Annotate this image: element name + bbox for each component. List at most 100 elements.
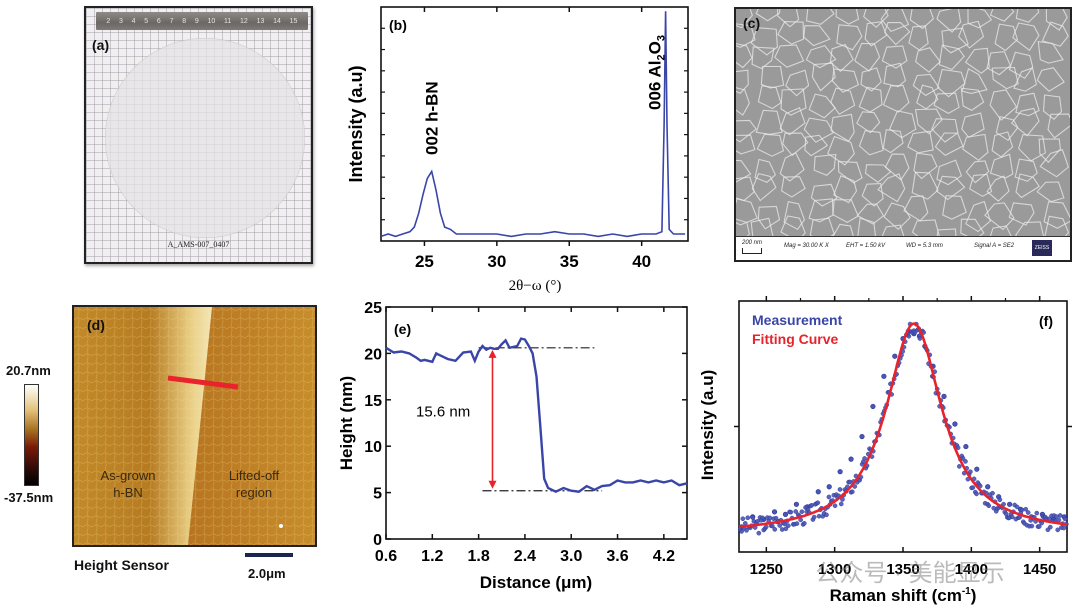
lifted-off-label-line1: Lifted-off: [228, 468, 280, 483]
ruler-mark: 10: [207, 17, 216, 25]
grain: [783, 201, 806, 231]
measurement-point: [1025, 510, 1031, 515]
ruler-mark: 6: [156, 17, 161, 25]
grain: [813, 153, 837, 176]
grain: [911, 171, 939, 200]
grain: [1044, 215, 1070, 237]
measurement-point: [837, 469, 843, 475]
peak-label-al2o3: 006 Al2O3: [645, 35, 667, 110]
measurement-point: [848, 456, 854, 462]
measurement-point: [960, 455, 966, 461]
measurement-point: [941, 393, 947, 399]
x-tick-label: 3.0: [560, 548, 582, 565]
arrow-head-up: [488, 349, 497, 358]
fitting-curve: [738, 322, 1068, 528]
grain: [830, 113, 855, 142]
measurement-point: [750, 515, 756, 520]
grain: [1043, 201, 1070, 229]
zeiss-logo: ZEISS: [1032, 240, 1052, 256]
measurement-point: [832, 503, 838, 509]
grain: [757, 85, 782, 110]
grain: [774, 44, 805, 68]
grain: [831, 68, 860, 93]
grain: [884, 22, 911, 46]
grain: [965, 200, 991, 233]
measurement-point: [1061, 525, 1067, 531]
grain: [832, 223, 855, 237]
x-tick-label: 1.2: [421, 548, 443, 565]
xrd-chart: 25 30 35 40 (b) 002 h-BN 006 Al2O3 Intensit…: [346, 6, 689, 294]
panel-label-e: (e): [394, 321, 411, 337]
sem-info-bar: 200 nm Mag = 30.00 K X EHT = 1.50 kV WD …: [736, 236, 1070, 260]
measurement-point: [1062, 516, 1068, 522]
measurement-point: [840, 497, 845, 502]
afm-scale-bar: [245, 553, 293, 557]
sem-scale-bar: [742, 248, 762, 254]
grain: [941, 27, 969, 54]
grain: [936, 68, 966, 98]
grain: [810, 183, 838, 207]
measurement-point: [1009, 514, 1015, 520]
y-tick-label: 0: [373, 532, 382, 549]
grain: [782, 132, 809, 157]
grain: [1039, 149, 1070, 178]
grain: [994, 23, 1019, 52]
grain: [736, 23, 756, 48]
measurement-point: [1047, 524, 1053, 530]
grain: [857, 217, 876, 237]
panel-label-c: (c): [743, 15, 761, 31]
x-tick-label: 3.6: [606, 548, 628, 565]
measurement-point: [826, 494, 832, 500]
ruler-mark: 4: [131, 17, 136, 25]
measurement-point: [837, 487, 843, 492]
measurement-point: [917, 336, 923, 341]
measurement-point: [1023, 506, 1029, 512]
grain: [1013, 67, 1038, 92]
grain: [757, 205, 781, 230]
ruler-mark: 5: [144, 17, 149, 25]
grain: [934, 132, 964, 156]
grain: [756, 133, 785, 157]
axis-ticks: 1250 1300 1350 1400 1450: [734, 296, 1072, 578]
measurement-point: [985, 484, 991, 490]
as-grown-label-line1: As-grown: [100, 468, 156, 483]
grain: [736, 69, 749, 94]
sem-eht: EHT = 1.50 kV: [846, 243, 886, 249]
wafer-label: A_AMS-007_0407: [167, 240, 230, 249]
grain: [931, 118, 959, 143]
measurement-point: [974, 491, 979, 497]
lifted-off-label-line2: region: [235, 485, 273, 500]
grain: [911, 219, 940, 237]
grain: [755, 109, 783, 135]
grain: [914, 47, 941, 73]
grain: [754, 158, 777, 183]
grain: [881, 45, 908, 69]
ruler-mark: 8: [182, 17, 187, 25]
grain: [909, 9, 935, 30]
panel-label-a: (a): [92, 37, 110, 53]
grain: [832, 199, 859, 224]
ruler-mark: 13: [256, 17, 265, 25]
measurement-point: [963, 443, 969, 450]
grain: [889, 110, 917, 139]
grain: [961, 112, 985, 138]
grain: [860, 67, 882, 92]
axis-ticks: 0.6 1.2 1.8 2.4 3.0 3.6 4.2 0 5 10 15 20 25: [364, 300, 687, 565]
afm-height-map: (d) As-grown h-BN Lifted-off region: [72, 305, 317, 547]
sem-signal: Signal A = SE2: [974, 243, 1015, 249]
grain: [883, 202, 911, 231]
grain: [736, 9, 753, 29]
measurement-point: [793, 501, 799, 507]
lifted-off-label: Lifted-off region: [214, 467, 294, 501]
measurement-point: [906, 333, 912, 339]
grain: [780, 88, 807, 116]
grain: [958, 20, 985, 49]
x-tick-label: 30: [487, 252, 506, 271]
grain: [962, 133, 989, 161]
grain: [836, 24, 863, 51]
grain: [858, 130, 884, 156]
grain: [779, 107, 806, 136]
measurement-point: [744, 527, 749, 533]
grain: [736, 218, 751, 237]
ruler-marks: 2 3 4 5 6 7 8 9 10 11 12 13 14 15: [96, 12, 308, 30]
